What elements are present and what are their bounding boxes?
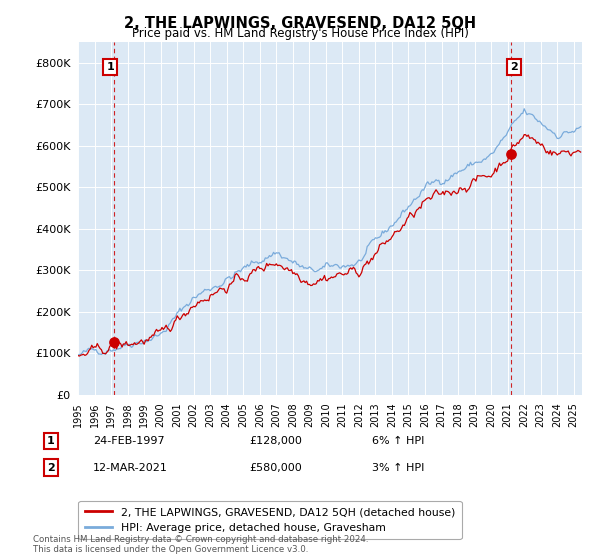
Text: Price paid vs. HM Land Registry's House Price Index (HPI): Price paid vs. HM Land Registry's House … xyxy=(131,27,469,40)
Text: £128,000: £128,000 xyxy=(249,436,302,446)
Text: 2: 2 xyxy=(511,62,518,72)
Point xyxy=(506,150,516,158)
Text: 6% ↑ HPI: 6% ↑ HPI xyxy=(372,436,424,446)
Text: 1: 1 xyxy=(47,436,55,446)
Point xyxy=(109,337,118,346)
Text: 12-MAR-2021: 12-MAR-2021 xyxy=(93,463,168,473)
Text: 1: 1 xyxy=(106,62,114,72)
Text: £580,000: £580,000 xyxy=(249,463,302,473)
Legend: 2, THE LAPWINGS, GRAVESEND, DA12 5QH (detached house), HPI: Average price, detac: 2, THE LAPWINGS, GRAVESEND, DA12 5QH (de… xyxy=(79,501,461,539)
Text: Contains HM Land Registry data © Crown copyright and database right 2024.
This d: Contains HM Land Registry data © Crown c… xyxy=(33,535,368,554)
Text: 2: 2 xyxy=(47,463,55,473)
Text: 24-FEB-1997: 24-FEB-1997 xyxy=(93,436,164,446)
Text: 2, THE LAPWINGS, GRAVESEND, DA12 5QH: 2, THE LAPWINGS, GRAVESEND, DA12 5QH xyxy=(124,16,476,31)
Text: 3% ↑ HPI: 3% ↑ HPI xyxy=(372,463,424,473)
